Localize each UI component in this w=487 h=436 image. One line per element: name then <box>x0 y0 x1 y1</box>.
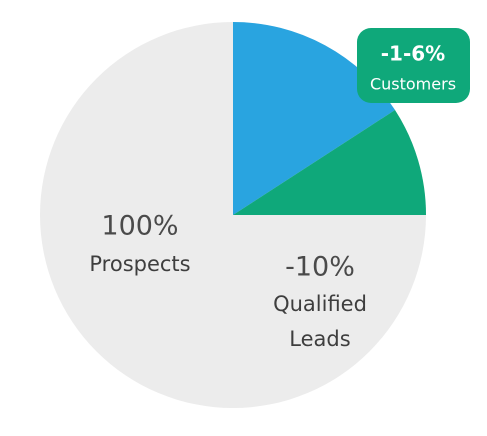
stage-label: Qualified <box>273 292 367 316</box>
blue-wedge <box>233 21 395 216</box>
stage-label: Leads <box>289 327 350 351</box>
stage-figure: 100% <box>101 211 178 242</box>
green-wedge <box>233 110 427 215</box>
stage-figure: -10% <box>285 252 355 283</box>
customers-badge <box>357 28 470 103</box>
stage-label: Customers <box>370 75 456 94</box>
stage-figure: -1-6% <box>381 42 445 66</box>
stage-label: Prospects <box>89 252 190 276</box>
